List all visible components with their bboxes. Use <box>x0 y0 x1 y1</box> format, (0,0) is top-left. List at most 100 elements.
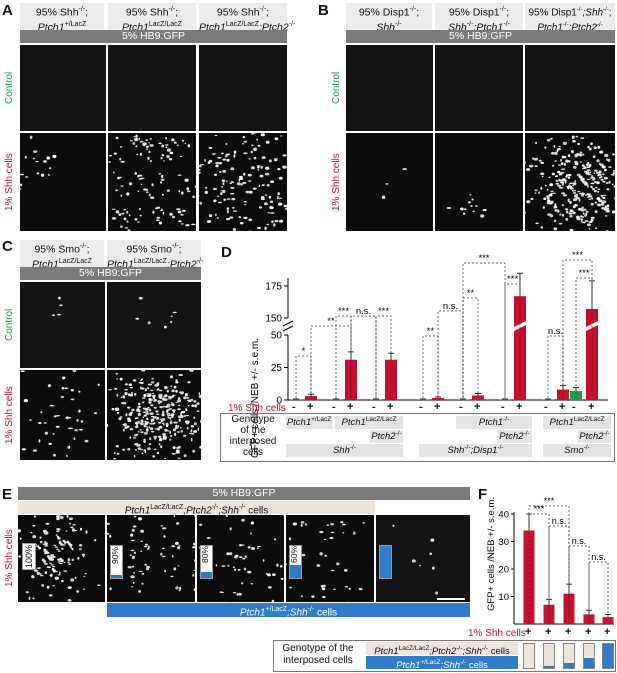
fluorescent-cell <box>159 406 163 409</box>
bar-14 <box>557 389 569 400</box>
fluorescent-cell <box>269 200 274 204</box>
fluorescent-cell <box>608 180 611 184</box>
fluorescent-cell <box>192 574 195 577</box>
axis-break-mark <box>282 320 294 332</box>
fluorescent-cell <box>474 205 479 207</box>
fluorescent-cell <box>612 169 615 172</box>
panel-d-geno-ptch2-null-1: Ptch2-/- <box>370 430 403 443</box>
fluorescent-cell <box>169 430 171 434</box>
fluorescent-cell <box>140 422 144 426</box>
fluorescent-cell <box>588 198 592 200</box>
fluorescent-cell <box>580 177 585 181</box>
panel-b-col1-header: 95% Disp1-/-; Shh-/- <box>346 3 432 33</box>
fluorescent-cell <box>135 317 140 320</box>
fluorescent-cell <box>152 455 156 458</box>
fluorescent-cell <box>59 515 64 520</box>
significance-label: *** <box>378 306 389 317</box>
fluorescent-cell <box>56 528 61 531</box>
fluorescent-cell <box>158 400 163 403</box>
fluorescent-cell <box>163 535 166 538</box>
fluorescent-cell <box>161 418 165 422</box>
fluorescent-cell <box>135 425 139 429</box>
fluorescent-cell <box>83 575 86 577</box>
panel-d-shh-sign: - <box>544 401 548 413</box>
fluorescent-cell <box>68 517 74 520</box>
fluorescent-cell <box>554 160 557 162</box>
fluorescent-cell <box>446 206 452 210</box>
fluorescent-cell <box>143 546 148 548</box>
fluorescent-cell <box>585 171 590 174</box>
fluorescent-cell <box>128 393 131 397</box>
fluorescent-cell <box>581 164 585 167</box>
fluorescent-cell <box>144 407 149 411</box>
fluorescent-cell <box>587 184 589 188</box>
fluorescent-cell <box>226 207 230 210</box>
fluorescent-cell <box>286 563 287 566</box>
fluorescent-cell <box>300 521 305 524</box>
fluorescent-cell <box>241 143 245 145</box>
fluorescent-cell <box>135 417 139 419</box>
fluorescent-cell <box>94 412 97 415</box>
fluorescent-cell <box>177 546 181 550</box>
fluorescent-cell <box>140 431 144 434</box>
fluorescent-cell <box>141 582 144 585</box>
fluorescent-cell <box>577 208 582 211</box>
fluorescent-cell <box>164 429 167 432</box>
panel-c-image-shh-1 <box>20 370 105 460</box>
fluorescent-cell <box>551 172 556 176</box>
fluorescent-cell <box>115 136 119 140</box>
fluorescent-cell <box>577 142 581 146</box>
fluorescent-cell <box>180 213 184 216</box>
fluorescent-cell <box>462 212 466 215</box>
fluorescent-cell <box>280 577 284 580</box>
panel-d-geno-ptch1-null: Ptch1-/- <box>456 416 532 429</box>
fluorescent-cell <box>300 524 303 527</box>
fluorescent-cell <box>118 417 122 421</box>
fluorescent-cell <box>596 159 600 163</box>
fluorescent-cell <box>135 134 138 138</box>
fluorescent-cell <box>543 197 547 200</box>
fluorescent-cell <box>546 201 551 205</box>
fluorescent-cell <box>29 135 33 139</box>
fluorescent-cell <box>578 198 581 202</box>
fluorescent-cell <box>145 145 149 148</box>
fluorescent-cell <box>279 219 284 223</box>
panel-d-letter: D <box>221 244 232 261</box>
fluorescent-cell <box>150 381 155 384</box>
fluorescent-cell <box>540 186 543 190</box>
panel-d-shh-sign: + <box>559 401 566 413</box>
panel-f-swatch-fill <box>603 644 613 668</box>
panel-a-col1-header: 95% Shh-/-; Ptch1+/LacZ <box>20 3 104 33</box>
fluorescent-cell <box>606 207 610 211</box>
fluorescent-cell <box>46 156 50 160</box>
fluorescent-cell <box>165 425 169 428</box>
fluorescent-cell <box>20 183 23 187</box>
fluorescent-cell <box>574 154 578 158</box>
fluorescent-cell <box>593 181 597 183</box>
fluorescent-cell <box>44 545 49 547</box>
fluorescent-cell <box>48 557 52 561</box>
fluorescent-cell <box>173 432 177 436</box>
fluorescent-cell <box>67 586 72 589</box>
fluorescent-cell <box>586 178 591 180</box>
fluorescent-cell <box>344 569 348 572</box>
fluorescent-cell <box>558 145 561 148</box>
fluorescent-cell <box>185 414 189 417</box>
fluorescent-cell <box>612 153 615 156</box>
fluorescent-cell <box>138 402 141 406</box>
panel-f-geno-bottom-band: Ptch1+/LacZ;Shh-/- cells <box>366 656 518 671</box>
fluorescent-cell <box>289 537 291 541</box>
fluorescent-cell <box>46 585 50 589</box>
fluorescent-cell <box>168 158 173 161</box>
fluorescent-cell <box>115 189 118 192</box>
fluorescent-cell <box>214 134 218 137</box>
fluorescent-cell <box>212 188 218 190</box>
fluorescent-cell <box>613 185 615 188</box>
fluorescent-cell <box>112 217 117 220</box>
fluorescent-cell <box>131 556 135 560</box>
fluorescent-cell <box>156 219 160 221</box>
fluorescent-cell <box>594 210 598 213</box>
fluorescent-cell <box>113 152 117 155</box>
fluorescent-cell <box>125 413 128 417</box>
fluorescent-cell <box>137 221 140 223</box>
